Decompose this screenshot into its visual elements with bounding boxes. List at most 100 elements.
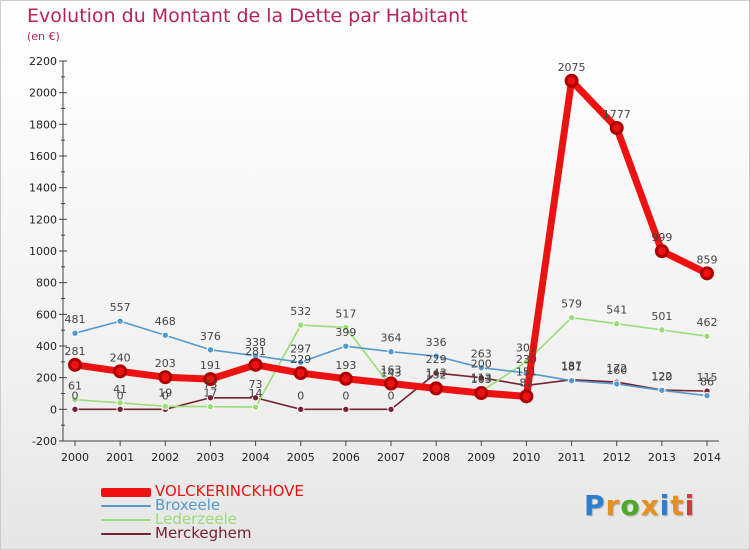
data-label: 203 — [155, 357, 176, 370]
legend-swatch — [101, 505, 151, 507]
data-point — [387, 348, 395, 356]
data-point — [658, 386, 666, 395]
data-label: 191 — [200, 359, 221, 372]
data-label: 859 — [697, 253, 718, 266]
data-point — [248, 357, 263, 372]
data-label: 0 — [388, 389, 395, 402]
data-label: 0 — [117, 389, 124, 402]
data-label: 301 — [516, 342, 537, 355]
data-label: 532 — [290, 305, 311, 318]
data-label: 0 — [72, 389, 79, 402]
data-label: 0 — [162, 389, 169, 402]
brand-letter: i — [659, 489, 671, 522]
x-tick-label: 2002 — [151, 451, 179, 464]
y-tick-label: 2200 — [29, 55, 57, 68]
x-tick-label: 2001 — [106, 451, 134, 464]
y-tick-label: 1600 — [29, 150, 57, 163]
data-point — [342, 342, 350, 350]
data-point — [251, 403, 260, 411]
y-tick-label: 800 — [36, 277, 57, 290]
data-point — [161, 402, 169, 411]
x-tick-label: 2011 — [558, 451, 586, 464]
legend-swatch — [101, 487, 151, 497]
data-label: 14 — [249, 387, 263, 400]
x-tick-label: 2006 — [332, 451, 360, 464]
data-label: 481 — [65, 313, 86, 326]
data-point — [206, 346, 215, 354]
y-tick-label: 0 — [50, 403, 57, 416]
data-point — [567, 313, 576, 322]
data-label: 113 — [471, 371, 492, 384]
data-label: 73 — [203, 378, 217, 391]
data-label: 336 — [426, 336, 447, 349]
data-label: 240 — [110, 351, 131, 364]
data-point — [203, 372, 218, 387]
brand-logo: Proxiti — [584, 489, 695, 522]
data-point — [251, 394, 260, 402]
y-tick-label: -200 — [32, 435, 57, 448]
data-label: 281 — [245, 345, 266, 358]
data-point — [703, 332, 711, 340]
data-label: 338 — [245, 336, 266, 349]
y-tick-label: 1000 — [29, 245, 57, 258]
data-point — [432, 369, 440, 377]
x-tick-label: 2000 — [61, 451, 89, 464]
axes: -200020040060080010001200140016001800200… — [29, 55, 721, 464]
data-label: 172 — [606, 362, 627, 375]
data-label: 82 — [519, 376, 533, 389]
data-label: 230 — [516, 353, 537, 366]
brand-letter: i — [684, 489, 696, 522]
data-label: 73 — [249, 378, 263, 391]
legend-swatch — [101, 519, 151, 521]
data-point — [703, 392, 711, 400]
data-point — [387, 405, 395, 414]
data-label: 181 — [561, 361, 582, 374]
data-label: 462 — [697, 316, 718, 329]
data-point — [71, 395, 79, 404]
data-point — [342, 323, 350, 332]
data-label: 399 — [335, 326, 356, 339]
data-label: 115 — [697, 371, 718, 384]
data-label: 143 — [426, 367, 447, 380]
data-point — [477, 363, 485, 372]
y-tick-label: 200 — [36, 372, 57, 385]
data-label: 999 — [651, 231, 672, 244]
data-label: 19 — [158, 386, 172, 399]
data-labels: 281 240 203 191 281 229 193 163 132 103 82 2075 1777… — [65, 61, 718, 403]
data-point — [432, 352, 440, 360]
x-tick-label: 2010 — [512, 451, 540, 464]
data-point — [116, 317, 124, 325]
y-tick-label: 600 — [36, 308, 57, 321]
data-label: 122 — [651, 370, 672, 383]
x-tick-label: 2013 — [648, 451, 676, 464]
data-label: 120 — [651, 370, 672, 383]
data-point — [474, 386, 489, 401]
data-label: 579 — [561, 298, 582, 311]
data-label: 468 — [155, 315, 176, 328]
y-tick-label: 2000 — [29, 87, 57, 100]
data-point — [384, 376, 398, 391]
data-label: 187 — [561, 360, 582, 373]
data-label: 376 — [200, 330, 221, 343]
data-label: 160 — [606, 364, 627, 377]
data-label: 41 — [113, 383, 127, 396]
x-tick-label: 2005 — [287, 451, 315, 464]
data-label: 517 — [335, 307, 356, 320]
brand-letter: t — [670, 489, 685, 522]
data-point — [658, 326, 666, 334]
data-label: 61 — [68, 380, 82, 393]
x-tick-label: 2004 — [242, 451, 270, 464]
data-label: 17 — [203, 387, 217, 400]
y-tick-label: 1200 — [29, 213, 57, 226]
data-point — [338, 371, 353, 386]
data-label: 364 — [381, 332, 402, 345]
brand-letter: r — [605, 489, 621, 522]
chart-unit-label: (en €) — [27, 30, 60, 43]
data-point — [477, 373, 485, 382]
data-point — [609, 120, 624, 135]
legend-label: VOLCKERINCKHOVE — [155, 482, 304, 500]
data-label: 103 — [471, 373, 492, 386]
data-label: 557 — [110, 301, 131, 314]
